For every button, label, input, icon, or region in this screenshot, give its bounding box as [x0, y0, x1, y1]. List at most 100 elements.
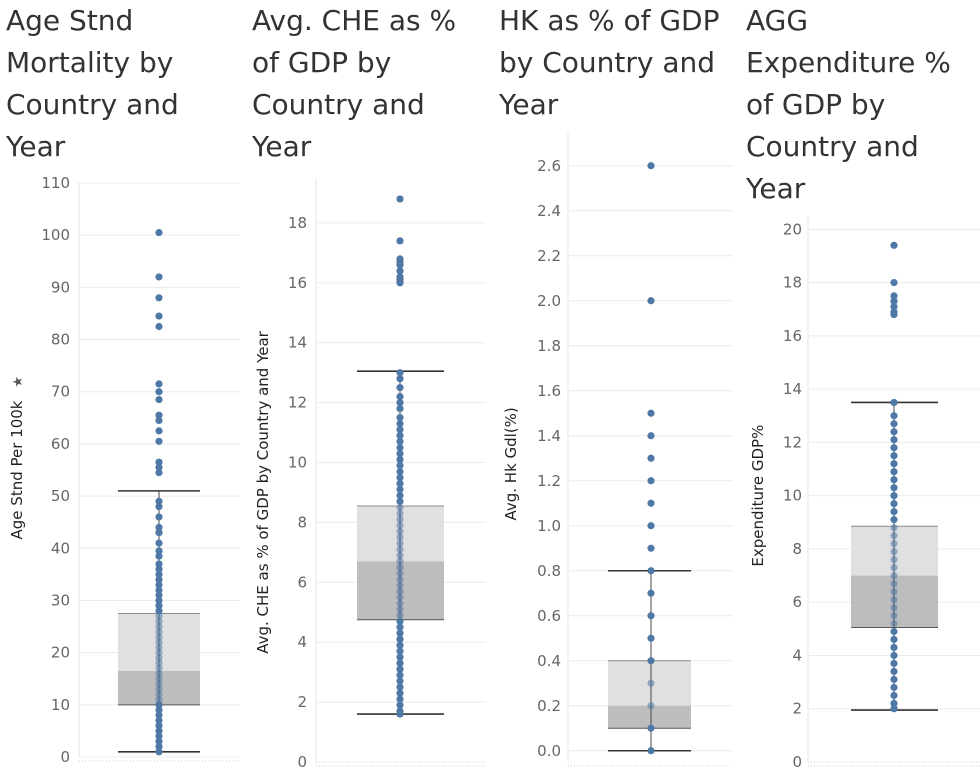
data-point: [155, 643, 163, 652]
y-tick-label: 0: [297, 753, 307, 771]
data-point: [396, 485, 404, 494]
data-point: [396, 195, 404, 203]
data-point: [890, 436, 898, 444]
data-point: [155, 322, 163, 331]
data-point: [155, 617, 163, 625]
data-point: [396, 509, 404, 518]
data-point: [155, 273, 163, 281]
y-tick-label: 10: [783, 487, 802, 505]
data-point: [396, 659, 404, 667]
y-axis-label: Avg. CHE as % of GDP by Country and Year: [254, 330, 272, 653]
y-tick-label: 14: [288, 334, 307, 352]
plot-area: 0 10 20 30 40 50 60 70 80 90 100 110 Age Stnd Per 10…: [8, 174, 240, 766]
data-point: [155, 722, 163, 730]
y-tick-label: 2.2: [537, 247, 561, 265]
data-point: [890, 699, 898, 708]
y-tick-label: 90: [51, 278, 70, 296]
y-tick-label: 14: [783, 380, 802, 398]
data-point: [155, 581, 163, 589]
data-point: [155, 596, 163, 605]
data-point: [890, 398, 898, 407]
data-point: [890, 691, 898, 700]
data-point: [155, 732, 163, 740]
data-point: [890, 420, 898, 428]
data-point: [155, 706, 163, 714]
data-point: [155, 388, 163, 396]
y-tick-label: 0: [792, 753, 802, 771]
y-tick-label: 0.0: [537, 742, 561, 760]
y-tick-label: 1.2: [537, 472, 561, 490]
data-point: [396, 539, 404, 547]
data-point: [890, 547, 898, 556]
data-point: [155, 294, 163, 302]
data-point: [155, 502, 163, 511]
data-point: [890, 540, 898, 548]
data-point: [155, 649, 163, 657]
data-point: [396, 503, 404, 512]
data-point: [155, 680, 163, 688]
data-point: [155, 716, 163, 725]
data-point: [647, 477, 655, 485]
y-tick-label: 0.2: [537, 697, 561, 715]
y-tick-label: 110: [41, 174, 70, 192]
y-tick-label: 1.4: [537, 427, 561, 445]
data-point: [396, 449, 404, 458]
data-point: [890, 460, 898, 468]
data-point: [155, 701, 163, 709]
chart-panel-che: Avg. CHE as % of GDP by Country and Year…: [246, 0, 493, 772]
y-tick-label: 12: [288, 394, 307, 412]
y-axis-label: Expenditure GDP%: [749, 425, 767, 567]
data-point: [155, 675, 163, 683]
data-point: [396, 431, 404, 440]
data-point: [155, 612, 163, 620]
y-tick-label: 4: [297, 633, 307, 651]
data-point: [155, 633, 163, 641]
data-point: [890, 587, 898, 596]
data-point: [396, 473, 404, 482]
data-point: [890, 292, 898, 300]
data-point: [396, 563, 404, 571]
data-point: [890, 468, 898, 476]
data-point: [647, 162, 655, 170]
data-point: [396, 479, 404, 488]
y-tick-label: 2.0: [537, 292, 561, 310]
y-tick-label: 10: [51, 696, 70, 714]
data-point: [396, 533, 404, 541]
y-tick-label: 1.8: [537, 337, 561, 355]
data-point: [647, 567, 655, 575]
data-point: [890, 484, 898, 492]
data-point: [155, 539, 163, 547]
data-point: [396, 443, 404, 452]
data-point: [890, 444, 898, 452]
data-point: [396, 683, 404, 691]
data-point: [155, 586, 163, 594]
data-point: [647, 589, 655, 597]
data-point: [890, 310, 898, 319]
y-tick-label: 18: [783, 274, 802, 292]
data-point: [396, 695, 404, 703]
data-point: [890, 532, 898, 540]
data-point: [890, 571, 898, 580]
data-point: [396, 557, 404, 565]
data-point: [155, 395, 163, 404]
data-point: [155, 654, 163, 662]
data-point: [396, 467, 404, 476]
chart-title: Age Stnd Mortality by Country and Year: [6, 4, 179, 163]
data-point: [890, 595, 898, 604]
y-tick-label: 0.4: [537, 652, 561, 670]
y-tick-label: 16: [288, 274, 307, 292]
y-tick-label: 10: [288, 454, 307, 472]
data-point: [396, 267, 404, 275]
data-point: [155, 560, 163, 568]
data-point: [155, 416, 163, 425]
data-point: [647, 634, 655, 642]
data-point: [396, 497, 404, 506]
data-point: [396, 369, 404, 377]
chart-title: Avg. CHE as % of GDP by Country and Year: [252, 4, 457, 163]
y-tick-label: 0.8: [537, 562, 561, 580]
data-point: [396, 653, 404, 661]
data-point: [890, 516, 898, 524]
chart-plot: 0 2 4 6 8 10 12 14 16 18 20 Expenditure GDP%: [749, 216, 980, 771]
data-point: [396, 261, 404, 269]
data-point: [890, 492, 898, 500]
